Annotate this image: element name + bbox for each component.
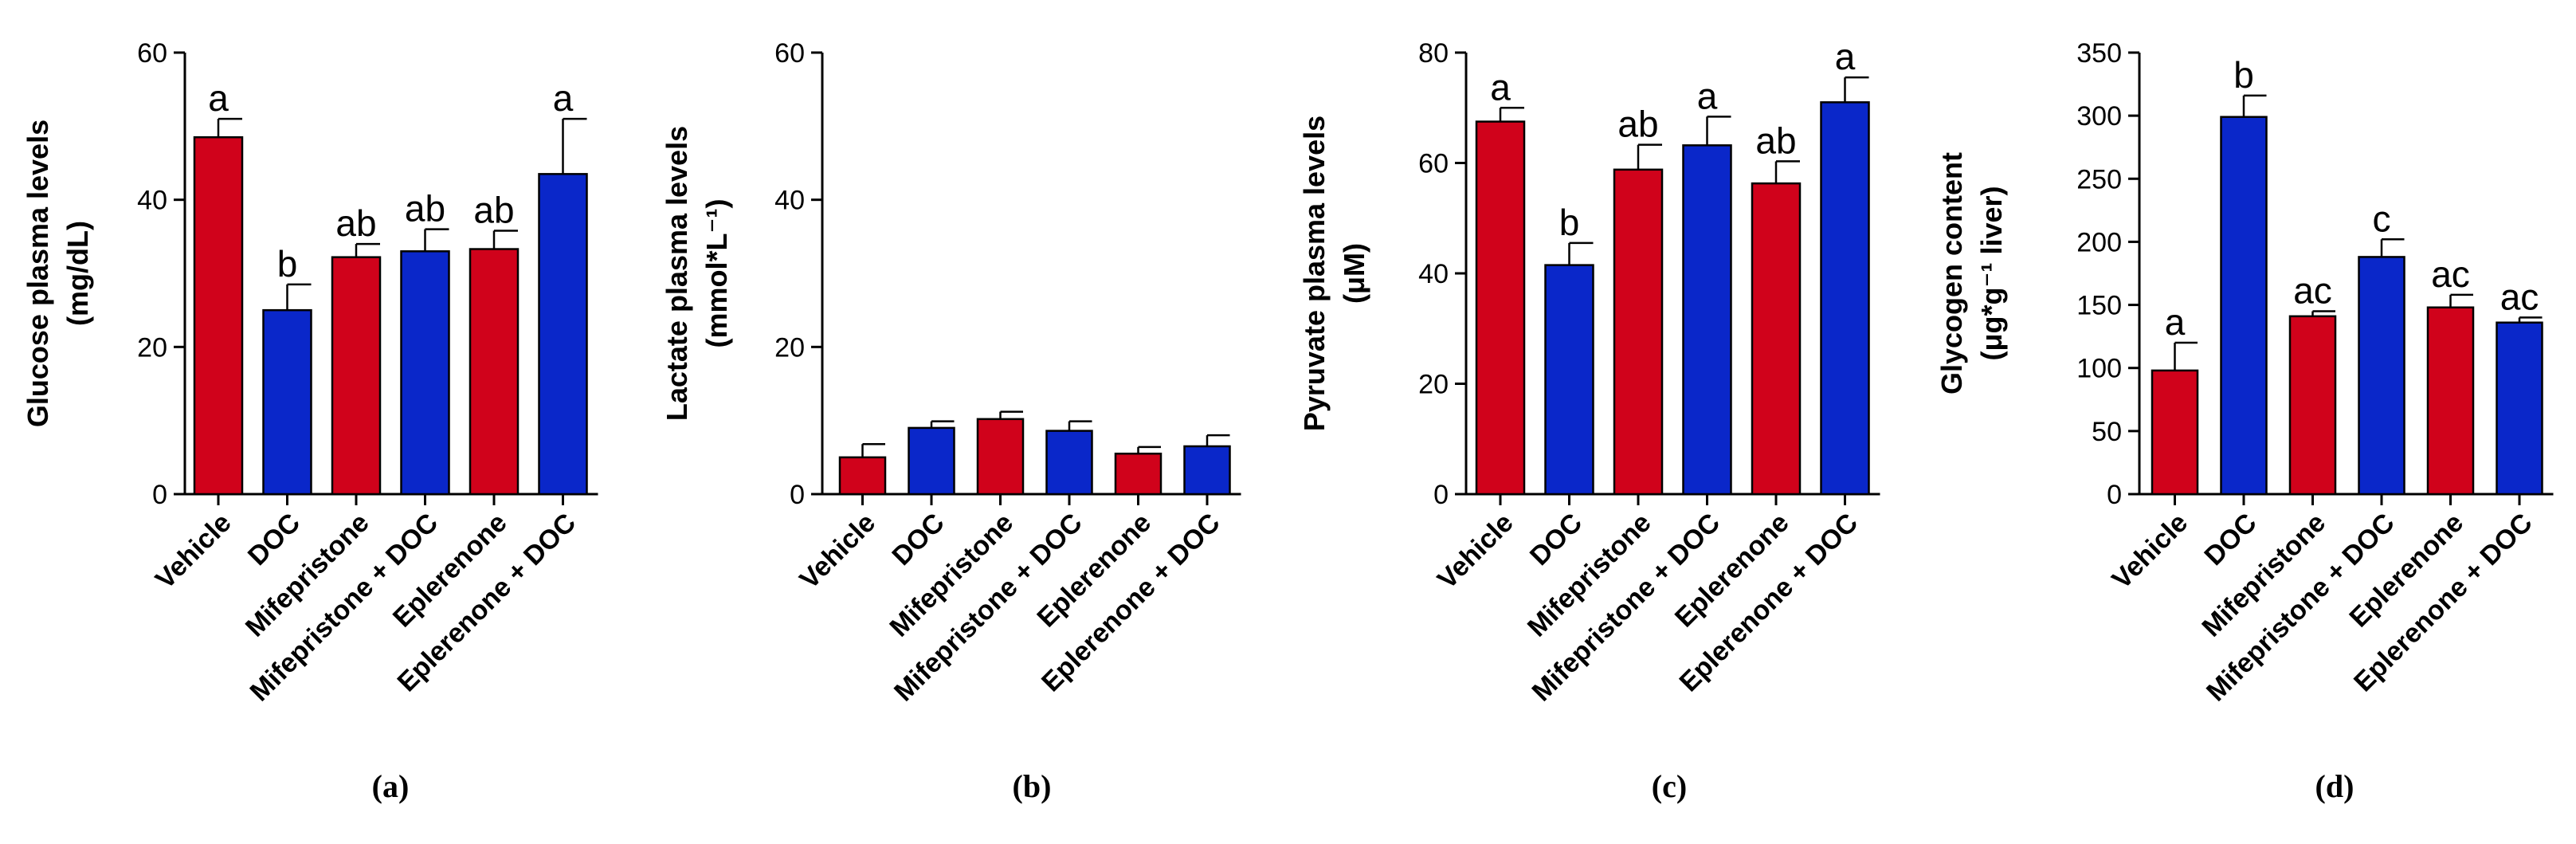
significance-label: a (553, 77, 574, 119)
bar-eplerenone (1114, 452, 1163, 496)
y-tick-label: 80 (1418, 38, 1449, 69)
panel-label: (a) (372, 768, 410, 804)
bar-doc (262, 308, 312, 496)
significance-label: c (2373, 198, 2391, 239)
significance-label: a (1835, 36, 1856, 77)
category-label: Vehicle (2106, 508, 2194, 595)
significance-label: a (208, 77, 229, 119)
significance-label: a (2165, 301, 2186, 343)
significance-label: ab (335, 202, 376, 244)
bar-doc (1544, 264, 1594, 496)
y-tick-label: 0 (1433, 480, 1449, 510)
y-axis-title-line-2: (mmol*L⁻¹) (700, 199, 733, 348)
y-axis-title-line-1: Glucose plasma levels (22, 120, 54, 427)
y-axis-title-line-2: (μg*g⁻¹ liver) (1975, 186, 2008, 360)
bar-doc (908, 426, 955, 496)
significance-label: ac (2431, 253, 2470, 295)
bar-mifepristone (2288, 315, 2337, 496)
panel-label: (c) (1652, 768, 1687, 804)
y-tick-label: 100 (2076, 354, 2122, 384)
significance-label: ab (405, 188, 445, 230)
y-tick-label: 250 (2076, 164, 2122, 194)
bar-mifepristone-doc (400, 250, 450, 496)
panel-label: (b) (1013, 768, 1052, 804)
panel-label: (d) (2315, 768, 2354, 804)
category-label: Vehicle (150, 508, 237, 595)
significance-label: a (1697, 75, 1718, 116)
y-axis-title-line-1: Pyruvate plasma levels (1298, 116, 1331, 431)
bar-mifepristone (1613, 168, 1664, 496)
y-tick-label: 50 (2092, 417, 2122, 447)
y-tick-label: 40 (137, 186, 167, 216)
bar-eplerenone (469, 248, 520, 496)
y-tick-label: 0 (2107, 480, 2122, 510)
y-axis-title-line-1: Glycogen content (1935, 152, 1968, 395)
bar-eplerenone-doc (538, 173, 588, 496)
y-tick-label: 200 (2076, 227, 2122, 257)
bar-mifepristone-doc (1682, 144, 1732, 496)
bar-eplerenone-doc (1820, 101, 1870, 496)
y-tick-label: 0 (152, 480, 167, 510)
significance-label: a (1490, 66, 1511, 108)
bar-eplerenone-doc (1183, 445, 1231, 496)
category-label: DOC (242, 508, 306, 571)
bar-eplerenone (1751, 182, 1802, 496)
chart-panel-1: 0 20 40 60 Glucose plasma levels (mg/dL) a Vehi… (22, 38, 598, 804)
category-label: Vehicle (794, 508, 881, 595)
y-tick-label: 60 (1418, 149, 1449, 179)
chart-panel-3: 0 20 40 60 80 Pyruvate plasma levels (μM) a Vehi… (1298, 36, 1880, 804)
bar-mifepristone (976, 418, 1025, 496)
y-tick-label: 60 (137, 38, 167, 69)
category-label: DOC (2198, 508, 2262, 571)
y-axis-title-line-2: (mg/dL) (61, 221, 94, 326)
y-tick-label: 150 (2076, 291, 2122, 321)
bar-mifepristone-doc (1045, 430, 1093, 496)
significance-label: ac (2500, 276, 2539, 317)
category-label: Vehicle (1432, 508, 1519, 595)
significance-label: b (277, 243, 298, 285)
category-label: DOC (1524, 508, 1588, 571)
significance-label: ab (1755, 120, 1796, 161)
y-tick-label: 40 (774, 186, 805, 216)
significance-label: ac (2293, 269, 2332, 311)
bar-doc (2220, 116, 2268, 496)
significance-label: b (1559, 202, 1580, 243)
y-tick-label: 60 (774, 38, 805, 69)
y-axis-title-line-2: (μM) (1338, 243, 1370, 304)
bar-vehicle (838, 456, 887, 496)
bar-mifepristone (331, 256, 382, 496)
chart-panel-4: 0 50 100 150 200 250 300 350 Glycogen content (μg… (1935, 38, 2554, 804)
category-label: DOC (886, 508, 950, 571)
y-tick-label: 350 (2076, 38, 2122, 69)
y-tick-label: 40 (1418, 259, 1449, 289)
significance-label: ab (473, 189, 514, 230)
y-tick-label: 20 (1418, 370, 1449, 400)
significance-label: ab (1617, 104, 1658, 145)
chart-panel-2: 0 20 40 60 Lactate plasma levels (mmol*L⁻¹) Ve… (661, 38, 1241, 804)
bar-vehicle (2151, 369, 2199, 496)
y-tick-label: 300 (2076, 101, 2122, 132)
y-tick-label: 20 (137, 332, 167, 363)
bar-vehicle (193, 135, 244, 496)
bar-eplerenone-doc (2496, 321, 2543, 496)
y-axis-title-line-1: Lactate plasma levels (661, 126, 693, 421)
bar-eplerenone (2426, 306, 2475, 496)
significance-label: b (2233, 54, 2254, 96)
y-tick-label: 0 (790, 480, 805, 510)
y-tick-label: 20 (774, 332, 805, 363)
bar-mifepristone-doc (2358, 256, 2405, 496)
bar-vehicle (1475, 120, 1526, 496)
